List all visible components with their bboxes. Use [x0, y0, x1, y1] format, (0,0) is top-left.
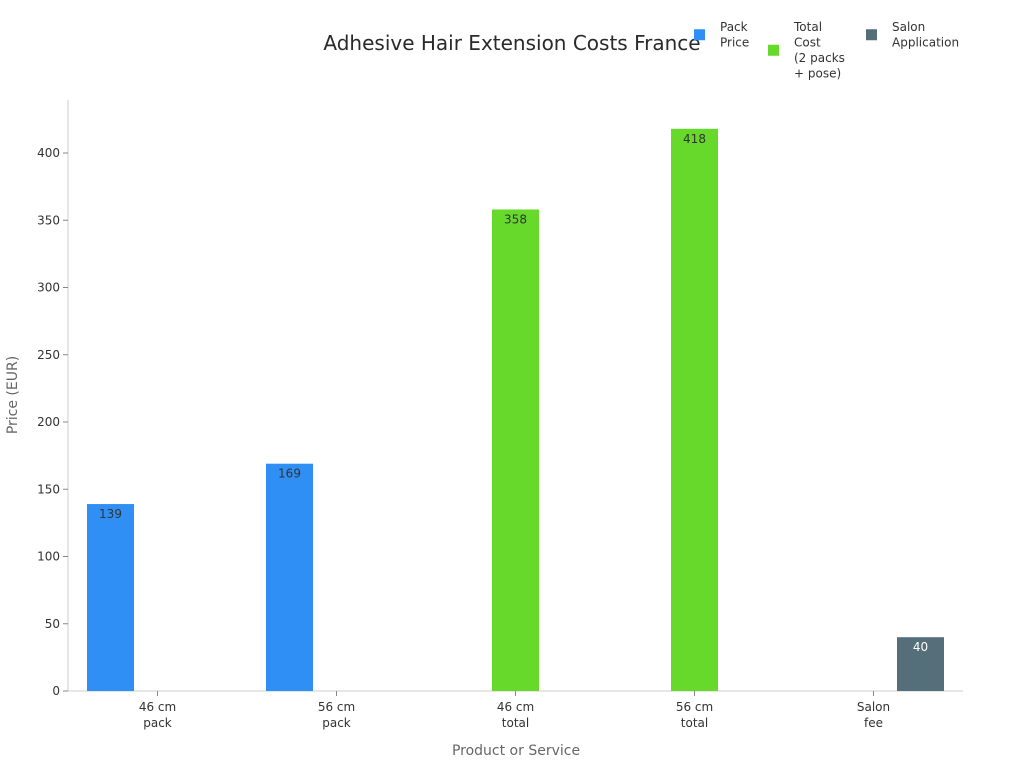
- legend-item: Salon Application: [866, 20, 959, 50]
- bar-value-label: 358: [504, 212, 527, 226]
- legend-label-line: (2 packs: [794, 51, 845, 65]
- legend-swatch: [768, 44, 779, 56]
- legend-swatch: [866, 29, 877, 41]
- bar: [671, 128, 718, 692]
- x-tick-label-line: fee: [864, 716, 883, 730]
- y-tick-label: 400: [37, 146, 60, 160]
- bar-value-label: 418: [683, 132, 706, 146]
- y-tick-label: 200: [37, 415, 60, 429]
- legend-label-line: Pack: [720, 20, 748, 34]
- x-tick-label-line: 46 cm: [139, 700, 176, 714]
- legend-item: Total Cost (2 packs + pose): [768, 20, 845, 81]
- bar-value-label: 139: [99, 507, 122, 521]
- x-tick-label-line: pack: [322, 716, 351, 730]
- x-tick-label-line: pack: [143, 716, 172, 730]
- y-tick-label: 100: [37, 550, 60, 564]
- legend-label: Pack Price: [720, 20, 749, 50]
- x-tick-label-line: 56 cm: [318, 700, 355, 714]
- legend-label-line: Total: [793, 20, 822, 34]
- y-tick-label: 350: [37, 213, 60, 227]
- x-tick-label-line: Salon: [857, 700, 890, 714]
- x-tick-label: Salon fee: [857, 700, 890, 730]
- x-tick-label: 46 cm pack: [139, 700, 176, 730]
- y-tick-label: 300: [37, 281, 60, 295]
- y-tick-label: 150: [37, 482, 60, 496]
- x-tick-label-line: total: [681, 716, 708, 730]
- chart-title: Adhesive Hair Extension Costs France: [323, 31, 700, 55]
- x-tick-label: 56 cm total: [676, 700, 713, 730]
- legend-label-line: Application: [892, 36, 959, 50]
- x-tick-label: 46 cm total: [497, 700, 534, 730]
- y-axis: 0 50 100 150 200 250 300 350 400: [37, 100, 69, 698]
- x-tick-label-line: 56 cm: [676, 700, 713, 714]
- x-tick-label-line: total: [502, 716, 529, 730]
- bar-value-label: 40: [913, 640, 928, 654]
- legend-label: Total Cost (2 packs + pose): [793, 20, 845, 81]
- legend-label: Salon Application: [892, 20, 959, 50]
- legend-label-line: + pose): [794, 67, 841, 81]
- legend-item: Pack Price: [694, 20, 749, 50]
- legend-swatch: [694, 29, 705, 41]
- legend-label-line: Price: [720, 36, 749, 50]
- y-axis-label: Price (EUR): [5, 356, 21, 434]
- y-tick-label: 0: [52, 684, 60, 698]
- bar: [492, 209, 539, 692]
- bar: [87, 504, 134, 691]
- x-axis: 46 cm pack 56 cm pack 46 cm total 56 cm total Sa…: [68, 690, 963, 730]
- x-tick-label-line: 46 cm: [497, 700, 534, 714]
- bar: [266, 463, 313, 691]
- y-tick-label: 250: [37, 348, 60, 362]
- legend: Pack Price Total Cost (2 packs + pose) Salon Ap…: [694, 20, 959, 81]
- y-tick-label: 50: [45, 617, 60, 631]
- x-tick-label: 56 cm pack: [318, 700, 355, 730]
- bars: 139 169 358 418 40: [87, 128, 944, 692]
- x-axis-label: Product or Service: [452, 743, 580, 759]
- legend-label-line: Cost: [794, 36, 821, 50]
- legend-label-line: Salon: [892, 20, 925, 34]
- bar-value-label: 169: [278, 467, 301, 481]
- bar: [897, 637, 944, 691]
